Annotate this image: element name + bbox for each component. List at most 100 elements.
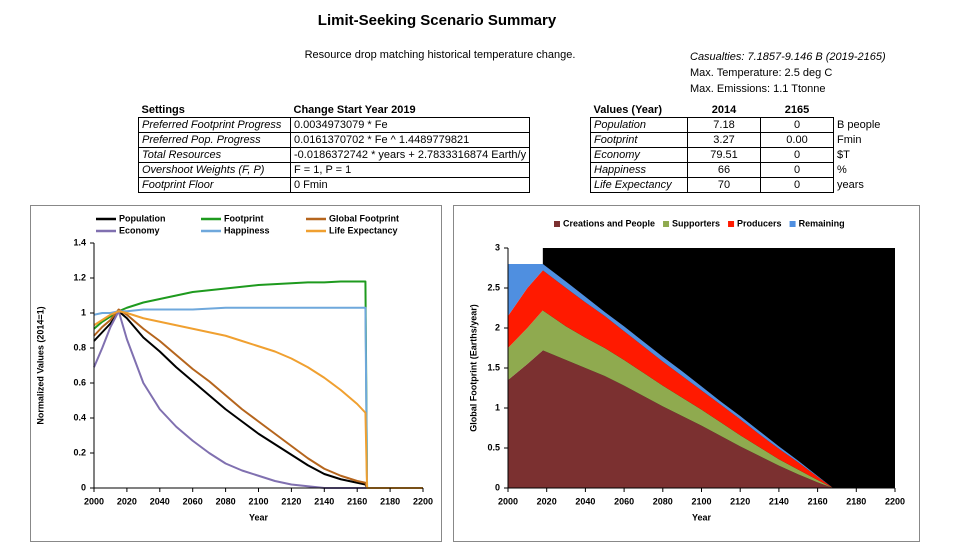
note: Casualties: 7.1857-9.146 B (2019-2165): [690, 51, 886, 63]
legend-label: Life Expectancy: [329, 225, 398, 235]
column-header: Settings: [141, 104, 185, 116]
area: [508, 310, 834, 488]
legend-label: Producers: [737, 218, 782, 228]
table-cell: 3.27: [687, 132, 761, 148]
legend-label: Footprint: [224, 213, 264, 223]
table-cell: 0.0161370702 * Fe ^ 1.4489779821: [289, 132, 531, 148]
table-cell: 7.18: [687, 117, 761, 133]
area: [508, 270, 834, 488]
table-cell: 79.51: [687, 147, 761, 163]
table-cell: Preferred Footprint Progress: [138, 117, 291, 133]
table-cell: Population: [590, 117, 688, 133]
legend-label: Global Footprint: [329, 213, 399, 223]
table-cell: years: [837, 179, 864, 191]
line: [93, 310, 423, 489]
x-tick-label: 2040: [575, 496, 595, 506]
table-cell: 0.0034973079 * Fe: [289, 117, 531, 133]
table-cell: -0.0186372742 * years + 2.7833316874 Ear…: [289, 147, 531, 163]
y-tick-label: 0.4: [73, 412, 86, 422]
y-axis-title: Global Footprint (Earths/year): [468, 304, 478, 432]
legend-swatch: [663, 221, 670, 227]
y-tick-label: 1.5: [487, 362, 500, 372]
column-header: Values (Year): [593, 104, 663, 116]
x-tick-label: 2020: [117, 496, 137, 506]
x-tick-label: 2040: [150, 496, 170, 506]
table-row: Overshoot Weights (F, P) F = 1, P = 1: [138, 162, 531, 178]
table-cell: Economy: [590, 147, 688, 163]
legend-label: Population: [119, 213, 166, 223]
table-cell: 0 Fmin: [289, 177, 531, 193]
x-tick-label: 2020: [537, 496, 557, 506]
x-tick-label: 2140: [314, 496, 334, 506]
legend-label: Supporters: [672, 218, 720, 228]
x-tick-label: 2080: [653, 496, 673, 506]
table-cell: B people: [837, 119, 881, 131]
x-tick-label: 2100: [248, 496, 268, 506]
column-header: 2165: [784, 104, 810, 116]
settings-table: Settings Change Start Year 2019 Preferred …: [138, 103, 531, 193]
column-header: Change Start Year 2019: [293, 104, 416, 116]
table-cell: 0: [760, 147, 834, 163]
table-cell: Footprint: [590, 132, 688, 148]
table-cell: 0: [760, 177, 834, 193]
x-tick-label: 2100: [691, 496, 711, 506]
table-cell: %: [837, 164, 847, 176]
y-tick-label: 0.8: [73, 342, 86, 352]
table-row: Economy 79.51 0 $T: [590, 147, 884, 163]
y-tick-label: 2.5: [487, 282, 500, 292]
table-cell: 0: [760, 162, 834, 178]
y-tick-label: 0.6: [73, 377, 86, 387]
y-tick-label: 0: [495, 482, 500, 492]
x-tick-label: 2200: [413, 496, 433, 506]
table-cell: 66: [687, 162, 761, 178]
x-tick-label: 2160: [347, 496, 367, 506]
y-tick-label: 0.2: [73, 447, 86, 457]
values-table: Values (Year) 2014 2165 Population 7.18 0 B pe…: [590, 103, 884, 193]
table-row: Preferred Pop. Progress 0.0161370702 * Fe…: [138, 132, 531, 148]
table-row: Total Resources -0.0186372742 * years + 2…: [138, 147, 531, 163]
line: [93, 280, 423, 489]
x-tick-label: 2060: [183, 496, 203, 506]
table-cell: Footprint Floor: [138, 177, 291, 193]
area: [508, 350, 834, 488]
legend-label: Happiness: [224, 225, 270, 235]
table-row: Population 7.18 0 B people: [590, 117, 884, 133]
y-tick-label: 0: [81, 482, 86, 492]
table-cell: 0: [760, 117, 834, 133]
notes: Casualties: 7.1857-9.146 B (2019-2165) M…: [690, 49, 886, 97]
chart: 0 0.2 0.4 0.6 0.8 1 1.2 1.4 2000 2020 2040 2060 2080…: [30, 205, 442, 542]
y-tick-label: 1: [81, 307, 86, 317]
subtitle: Resource drop matching historical temper…: [304, 49, 576, 61]
title: Limit-Seeking Scenario Summary: [317, 12, 557, 29]
header-row: Values (Year) 2014 2165: [591, 103, 884, 118]
column-header: 2014: [711, 104, 737, 116]
x-tick-label: 2180: [846, 496, 866, 506]
x-tick-label: 2180: [380, 496, 400, 506]
table-cell: Total Resources: [138, 147, 291, 163]
x-tick-label: 2000: [498, 496, 518, 506]
y-tick-label: 0.5: [487, 442, 500, 452]
legend-label: Creations and People: [563, 218, 655, 228]
note: Max. Emissions: 1.1 Ttonne: [690, 83, 826, 95]
table-row: Footprint Floor 0 Fmin: [138, 177, 531, 193]
table-cell: Preferred Pop. Progress: [138, 132, 291, 148]
table-row: Preferred Footprint Progress 0.0034973079…: [138, 117, 531, 133]
note: Max. Temperature: 2.5 deg C: [690, 67, 833, 79]
x-tick-label: 2140: [769, 496, 789, 506]
x-axis-title: Year: [692, 512, 712, 522]
table-cell: 70: [687, 177, 761, 193]
x-tick-label: 2080: [216, 496, 236, 506]
table-row: Footprint 3.27 0.00 Fmin: [590, 132, 884, 148]
x-tick-label: 2200: [885, 496, 905, 506]
legend-label: Economy: [119, 225, 160, 235]
table-cell: Happiness: [590, 162, 688, 178]
line: [93, 310, 423, 489]
x-tick-label: 2120: [281, 496, 301, 506]
y-tick-label: 3: [495, 242, 500, 252]
header-row: Settings Change Start Year 2019: [139, 103, 530, 118]
table-cell: $T: [837, 149, 850, 161]
legend-label: Remaining: [799, 218, 845, 228]
x-tick-label: 2000: [84, 496, 104, 506]
y-tick-label: 1.2: [73, 272, 86, 282]
y-tick-label: 1.4: [73, 237, 86, 247]
